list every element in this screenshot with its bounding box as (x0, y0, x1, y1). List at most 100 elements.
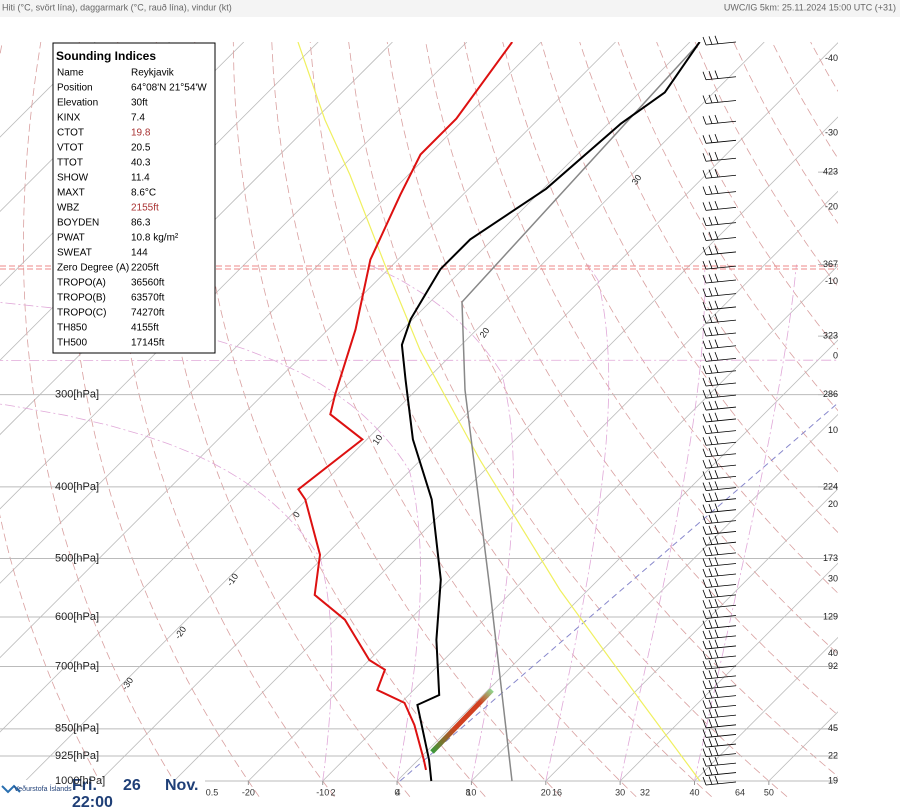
wind-barb (702, 201, 737, 211)
moist-adiabat (368, 264, 514, 782)
pressure-label: 700[hPa] (55, 660, 99, 672)
wind-barb (702, 588, 737, 599)
index-value: 36560ft (131, 278, 165, 289)
parcel-curve (461, 42, 701, 782)
index-name: TROPO(A) (57, 278, 106, 289)
footer-month: Nov. (165, 777, 198, 794)
right-temp-label: -30 (825, 127, 838, 137)
indices-title: Sounding Indices (56, 49, 156, 63)
index-value: 19.8 (131, 128, 151, 139)
wind-barb (702, 639, 737, 650)
wind-barb (702, 424, 737, 435)
footer-time: 22:00 (72, 794, 113, 808)
dry-adiabat (810, 42, 838, 93)
wind-barb (702, 766, 737, 776)
wind-barb (702, 525, 737, 535)
wind-barb (702, 259, 737, 270)
wind-barb (702, 273, 737, 284)
wind-barb (702, 598, 737, 609)
isotherm (694, 636, 838, 782)
wind-barb (702, 151, 737, 162)
moist-adiabat (619, 264, 706, 782)
wind-barb (702, 300, 737, 311)
index-name: PWAT (57, 233, 85, 244)
wind-barb (702, 352, 737, 362)
height-label: 423 (823, 167, 838, 177)
index-name: CTOT (57, 128, 84, 139)
wind-barb (702, 245, 737, 256)
diagonal-label: -20 (173, 624, 189, 640)
pressure-label: 1000[hPa] (55, 775, 105, 787)
mixing-ratio-label: 0.5 (206, 787, 219, 797)
dry-adiabat (68, 42, 260, 797)
wind-barb (702, 35, 737, 46)
wind-barb (702, 364, 737, 375)
pressure-label: 850[hPa] (55, 723, 99, 735)
wind-barb (702, 326, 737, 337)
footer-day: Fri. (72, 777, 97, 794)
index-name: TH500 (57, 338, 87, 349)
dry-adiabat (502, 42, 838, 594)
isotherm (396, 339, 838, 782)
isotherm (0, 42, 468, 510)
x-tick-label: 0 (395, 787, 400, 797)
header-right: UWC/IG 5km: 25.11.2024 15:00 UTC (+31) (724, 2, 896, 12)
wind-barb (702, 699, 737, 709)
wind-barb (702, 737, 737, 748)
wind-barb (702, 756, 737, 767)
x-tick-label: 40 (689, 787, 699, 797)
index-name: MAXT (57, 188, 85, 199)
isotherm (173, 116, 838, 782)
index-value: 17145ft (131, 338, 165, 349)
wind-barb (702, 609, 737, 619)
dry-adiabat (617, 42, 838, 412)
pressure-label: 400[hPa] (55, 481, 99, 493)
sounding-line (400, 42, 701, 782)
wind-barb (702, 567, 737, 578)
height-label: 286 (823, 389, 838, 399)
dry-adiabat (888, 42, 900, 797)
wind-barb (702, 619, 737, 630)
wind-barb (702, 481, 737, 491)
dry-adiabat (540, 42, 838, 534)
isotherm (471, 413, 838, 782)
header-bar (0, 0, 900, 17)
index-value: 30ft (131, 98, 148, 109)
wind-barb (702, 400, 737, 411)
index-name: Position (57, 83, 93, 94)
isotherm (0, 42, 393, 436)
dry-adiabat (232, 42, 561, 797)
x-tick-label: 10 (466, 787, 476, 797)
index-name: TROPO(C) (57, 308, 106, 319)
grid-layer (0, 42, 900, 798)
isotherm (545, 488, 838, 782)
wind-barb (702, 679, 737, 690)
diagonal-label: 30 (630, 173, 644, 187)
header-left: Hiti (°C, svört lína), daggarmark (°C, r… (2, 2, 232, 12)
index-value: 11.4 (131, 173, 150, 184)
dry-adiabat (22, 42, 185, 797)
x-tick-label: 50 (764, 787, 774, 797)
wind-barb (702, 94, 737, 104)
index-name: Zero Degree (A) (57, 263, 129, 274)
isotherm (24, 42, 765, 782)
wind-barb (702, 659, 737, 670)
isotherm (619, 562, 838, 782)
wind-barb (702, 435, 737, 446)
wind-barbs (702, 35, 737, 786)
x-tick-label: -10 (316, 787, 329, 797)
wind-barb (702, 447, 737, 458)
index-value: 64°08'N 21°54'W (131, 83, 207, 94)
index-value: 7.4 (131, 113, 145, 124)
dry-adiabat (0, 42, 109, 797)
diagonal-label: -10 (225, 571, 241, 587)
diagonal-label: 0 (291, 510, 302, 520)
wind-barb (702, 168, 737, 179)
mixing-ratio-label: 64 (735, 787, 745, 797)
wind-barb (702, 649, 737, 660)
profile-layer (0, 42, 838, 782)
height-label: 173 (823, 553, 838, 563)
height-label: 45 (828, 723, 838, 733)
